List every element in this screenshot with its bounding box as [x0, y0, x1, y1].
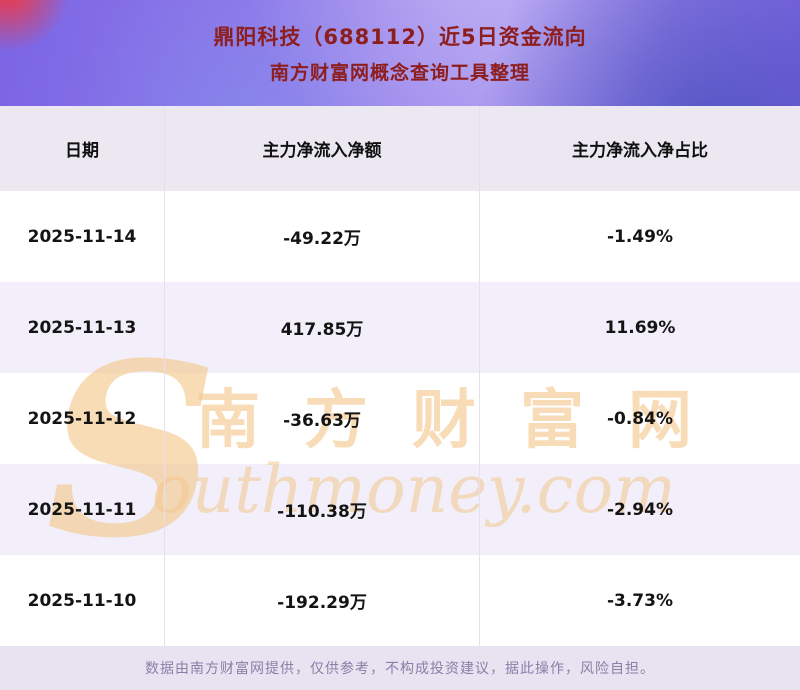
table-row: 2025-11-10 -192.29万 -3.73% — [0, 555, 800, 646]
column-header-net-inflow: 主力净流入净额 — [165, 106, 480, 191]
table-row: 2025-11-14 -49.22万 -1.49% — [0, 191, 800, 282]
header-banner: 鼎阳科技（688112）近5日资金流向 南方财富网概念查询工具整理 — [0, 0, 800, 106]
table-header-row: 日期 主力净流入净额 主力净流入净占比 — [0, 106, 800, 191]
table-row: 2025-11-11 -110.38万 -2.94% — [0, 464, 800, 555]
cell-date: 2025-11-12 — [0, 373, 165, 464]
cell-net-inflow: -49.22万 — [165, 191, 480, 282]
cell-net-inflow-ratio: -2.94% — [606, 499, 674, 520]
cell-net-inflow: -36.63万 — [165, 373, 480, 464]
cell-net-inflow-ratio: -0.84% — [606, 408, 674, 429]
cell-net-inflow: -110.38万 — [165, 464, 480, 555]
page-subtitle: 南方财富网概念查询工具整理 — [269, 62, 530, 84]
column-header-net-inflow-ratio: 主力净流入净占比 — [572, 141, 708, 161]
disclaimer-bar: 数据由南方财富网提供，仅供参考，不构成投资建议，据此操作，风险自担。 — [0, 646, 800, 690]
cell-net-inflow-ratio: -1.49% — [606, 226, 674, 247]
disclaimer-text: 数据由南方财富网提供，仅供参考，不构成投资建议，据此操作，风险自担。 — [145, 661, 655, 677]
cell-date: 2025-11-13 — [0, 282, 165, 373]
cell-net-inflow: 417.85万 — [165, 282, 480, 373]
cell-net-inflow-ratio: -3.73% — [606, 590, 674, 611]
cell-net-inflow-ratio: 11.69% — [604, 317, 676, 338]
table-row: 2025-11-13 417.85万 11.69% — [0, 282, 800, 373]
fund-flow-table: 日期 主力净流入净额 主力净流入净占比 2025-11-14 -49.22万 -… — [0, 106, 800, 646]
column-header-date: 日期 — [0, 106, 165, 191]
cell-date: 2025-11-11 — [0, 464, 165, 555]
table-row: 2025-11-12 -36.63万 -0.84% — [0, 373, 800, 464]
cell-date: 2025-11-14 — [0, 191, 165, 282]
page-title: 鼎阳科技（688112）近5日资金流向 — [213, 25, 587, 49]
cell-net-inflow: -192.29万 — [165, 555, 480, 646]
cell-date: 2025-11-10 — [0, 555, 165, 646]
